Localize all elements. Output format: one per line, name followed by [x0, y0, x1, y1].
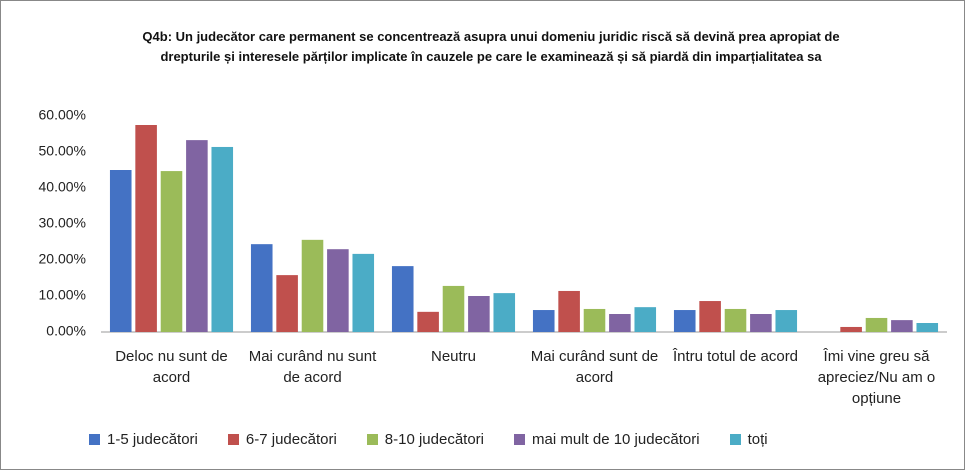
bar: [750, 314, 772, 332]
legend-swatch: [366, 434, 378, 445]
legend-label: 8-10 judecători: [384, 431, 485, 448]
legend-swatch: [729, 434, 741, 445]
legend-swatch: [89, 434, 100, 445]
legend-item: toți: [729, 431, 768, 448]
bar: [417, 311, 439, 332]
bar: [891, 320, 913, 332]
y-tick-label: 0.00%: [46, 323, 86, 339]
y-tick-label: 20.00%: [39, 251, 86, 267]
bar: [468, 296, 490, 332]
bar: [186, 140, 208, 332]
bar: [916, 323, 939, 332]
y-tick-label: 40.00%: [39, 179, 86, 195]
x-tick-label: Mai curând sunt de acord: [530, 348, 659, 386]
bar: [699, 301, 721, 332]
legend-label: toți: [747, 431, 768, 448]
legend-label: 6-7 judecători: [245, 431, 337, 448]
bar: [442, 285, 465, 332]
x-tick-label: Deloc nu sunt de acord: [115, 348, 228, 386]
bar: [840, 326, 862, 332]
bar: [493, 293, 516, 332]
bar: [327, 249, 349, 332]
x-tick-label: Întru totul de acord: [672, 348, 799, 365]
bar: [532, 310, 555, 332]
bar: [865, 317, 888, 332]
x-tick-label: Mai curând nu sunt de acord: [248, 348, 377, 386]
bar: [352, 253, 375, 332]
bar: [160, 171, 183, 332]
bar: [276, 275, 298, 332]
y-tick-label: 60.00%: [39, 107, 86, 123]
bar: [135, 125, 157, 332]
bar: [634, 307, 657, 332]
y-tick-label: 10.00%: [39, 287, 86, 303]
bar: [109, 170, 132, 332]
bar: [673, 310, 696, 332]
legend-item: 8-10 judecători: [366, 431, 485, 448]
bar: [724, 308, 747, 332]
chart-title: Q4b: Un judecător care permanent se conc…: [142, 29, 840, 64]
bar: [391, 266, 414, 332]
y-tick-label: 30.00%: [39, 215, 86, 231]
bar: [775, 310, 798, 332]
legend-item: mai mult de 10 judecători: [514, 431, 700, 448]
bar: [583, 308, 606, 332]
bar: [301, 239, 324, 332]
x-tick-label: Neutru: [430, 348, 477, 365]
legend-label: mai mult de 10 judecători: [532, 431, 700, 448]
y-tick-label: 50.00%: [39, 143, 86, 159]
legend-item: 6-7 judecători: [227, 431, 337, 448]
x-tick-label: Îmi vine greu să apreciez/Nu am o opțiun…: [817, 348, 936, 407]
legend-swatch: [227, 434, 239, 445]
legend-item: 1-5 judecători: [89, 431, 198, 448]
bar: [558, 290, 580, 332]
bar: [211, 146, 234, 332]
legend-swatch: [514, 434, 526, 445]
legend-label: 1-5 judecători: [107, 431, 198, 448]
bar: [250, 244, 273, 332]
legend: 1-5 judecători 6-7 judecători 8-10 judecăt…: [89, 431, 768, 448]
bar: [609, 314, 631, 332]
